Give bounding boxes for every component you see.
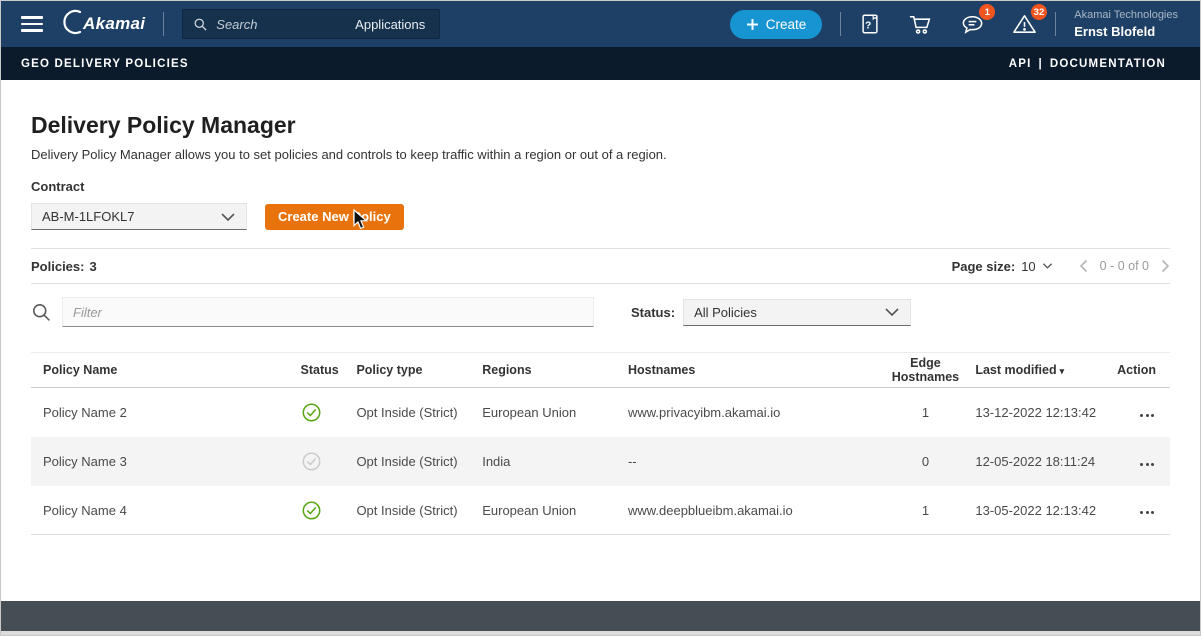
- contract-label: Contract: [31, 179, 85, 194]
- top-icons: ? 1 32: [859, 4, 1048, 36]
- divider: [1055, 12, 1057, 36]
- messages-badge: 1: [979, 4, 996, 20]
- logo-text: Akamai: [83, 14, 146, 33]
- table-row: Policy Name 3 Opt Inside (Strict) India …: [31, 437, 1170, 486]
- cell-regions: European Union: [482, 405, 577, 420]
- policies-count: Policies: 3: [31, 258, 97, 274]
- previous-page-icon[interactable]: [1079, 259, 1088, 273]
- table-header-row: Policy Name Status Policy type Regions H…: [31, 352, 1170, 388]
- api-link[interactable]: API: [1008, 57, 1032, 70]
- column-header-regions[interactable]: Regions: [482, 363, 532, 377]
- column-header-action: Action: [1117, 363, 1157, 377]
- sort-desc-icon: ▾: [1059, 366, 1065, 376]
- row-actions-button[interactable]: [1138, 507, 1156, 518]
- column-header-policy-name[interactable]: Policy Name: [43, 363, 118, 377]
- cell-edge-hostnames: 1: [921, 502, 930, 518]
- row-actions-button[interactable]: [1138, 410, 1156, 421]
- filter-search-icon: [31, 302, 52, 323]
- contract-select[interactable]: AB-M-1LFOKL7: [31, 203, 247, 230]
- status-filter-label: Status:: [631, 304, 676, 320]
- cell-policy-name: Policy Name 3: [43, 454, 127, 469]
- divider: [163, 12, 165, 36]
- cell-last-modified: 12-05-2022 18:11:24: [975, 454, 1096, 469]
- column-header-hostnames[interactable]: Hostnames: [627, 363, 696, 377]
- svg-text:?: ?: [865, 21, 871, 32]
- main-content: Delivery Policy Manager Delivery Policy …: [1, 80, 1200, 601]
- column-header-edge-hostnames[interactable]: Edge Hostnames: [891, 356, 960, 384]
- cell-hostnames: www.privacyibm.akamai.io: [627, 405, 781, 420]
- column-header-status[interactable]: Status: [300, 363, 339, 377]
- pagination-range: 0 - 0 of 0: [1099, 259, 1149, 273]
- akamai-logo[interactable]: Akamai: [63, 9, 145, 40]
- messages-icon[interactable]: 1: [960, 4, 996, 36]
- chevron-down-icon: [884, 307, 900, 317]
- divider: [840, 12, 842, 36]
- menu-icon[interactable]: [21, 12, 43, 36]
- account-user: Ernst Blofeld: [1074, 23, 1156, 39]
- cell-regions: India: [482, 454, 511, 469]
- cell-hostnames: --: [627, 454, 637, 469]
- app-title: GEO DELIVERY POLICIES: [21, 57, 189, 70]
- table-row: Policy Name 4 Opt Inside (Strict) Europe…: [31, 486, 1170, 535]
- create-button-label: Create: [765, 16, 807, 32]
- column-header-last-modified[interactable]: Last modified ▾: [975, 363, 1065, 377]
- global-search[interactable]: Applications: [182, 9, 441, 39]
- marketplace-cart-icon[interactable]: [908, 12, 933, 36]
- create-new-policy-button[interactable]: Create New Policy: [265, 203, 404, 230]
- documentation-link[interactable]: DOCUMENTATION: [1049, 57, 1166, 70]
- help-docs-icon[interactable]: ?: [859, 12, 881, 36]
- links-separator: |: [1038, 57, 1043, 70]
- cell-policy-type: Opt Inside (Strict): [356, 405, 458, 420]
- status-check-icon: [301, 451, 322, 472]
- status-filter-select[interactable]: All Policies: [683, 298, 912, 326]
- next-page-icon[interactable]: [1161, 259, 1170, 273]
- cell-edge-hostnames: 0: [921, 454, 930, 469]
- policies-table: Policy Name Status Policy type Regions H…: [31, 352, 1170, 535]
- search-scope-selector[interactable]: Applications: [355, 16, 426, 32]
- alerts-icon[interactable]: 32: [1012, 4, 1048, 36]
- cell-last-modified: 13-05-2022 12:13:42: [975, 502, 1097, 518]
- table-row: Policy Name 2 Opt Inside (Strict) Europe…: [31, 388, 1170, 437]
- plus-icon: [746, 18, 759, 31]
- top-navigation-bar: Akamai Applications Create ?: [1, 1, 1200, 47]
- akamai-arc-icon: [63, 9, 83, 40]
- cell-policy-name: Policy Name 4: [43, 502, 127, 518]
- status-filter-value: All Policies: [694, 304, 757, 320]
- cell-policy-name: Policy Name 2: [43, 405, 127, 420]
- page-title: Delivery Policy Manager: [31, 112, 296, 138]
- search-icon: [193, 17, 208, 32]
- page-description: Delivery Policy Manager allows you to se…: [31, 147, 667, 162]
- search-input[interactable]: [216, 16, 356, 32]
- status-check-icon: [301, 402, 322, 423]
- chevron-down-icon: [220, 212, 236, 222]
- cell-edge-hostnames: 1: [921, 405, 930, 420]
- cell-policy-type: Opt Inside (Strict): [356, 454, 458, 469]
- cell-hostnames: www.deepblueibm.akamai.io: [627, 502, 793, 518]
- subbar-links: API | DOCUMENTATION: [1009, 58, 1166, 70]
- page-size-dropdown[interactable]: Page size: 10: [952, 259, 1053, 274]
- window-bottom-edge: [1, 631, 1200, 635]
- row-actions-button[interactable]: [1138, 459, 1156, 470]
- app-title-bar: GEO DELIVERY POLICIES API | DOCUMENTATIO…: [1, 47, 1200, 80]
- cell-policy-type: Opt Inside (Strict): [356, 502, 458, 518]
- policies-summary-bar: Policies: 3 Page size: 10 0 - 0 of 0: [31, 248, 1170, 284]
- account-menu[interactable]: Akamai Technologies Ernst Blofeld: [1074, 8, 1178, 40]
- status-check-icon: [301, 500, 322, 521]
- footer-bar: [1, 601, 1200, 631]
- cell-regions: European Union: [482, 502, 577, 518]
- filter-input[interactable]: [62, 297, 594, 327]
- column-header-policy-type[interactable]: Policy type: [356, 363, 423, 377]
- create-button[interactable]: Create: [729, 9, 823, 39]
- pagination: 0 - 0 of 0: [1079, 259, 1170, 273]
- account-org: Akamai Technologies: [1074, 8, 1178, 21]
- alerts-badge: 32: [1030, 4, 1048, 20]
- chevron-down-icon: [1042, 262, 1053, 270]
- contract-value: AB-M-1LFOKL7: [42, 209, 135, 224]
- cell-last-modified: 13-12-2022 12:13:42: [975, 405, 1097, 420]
